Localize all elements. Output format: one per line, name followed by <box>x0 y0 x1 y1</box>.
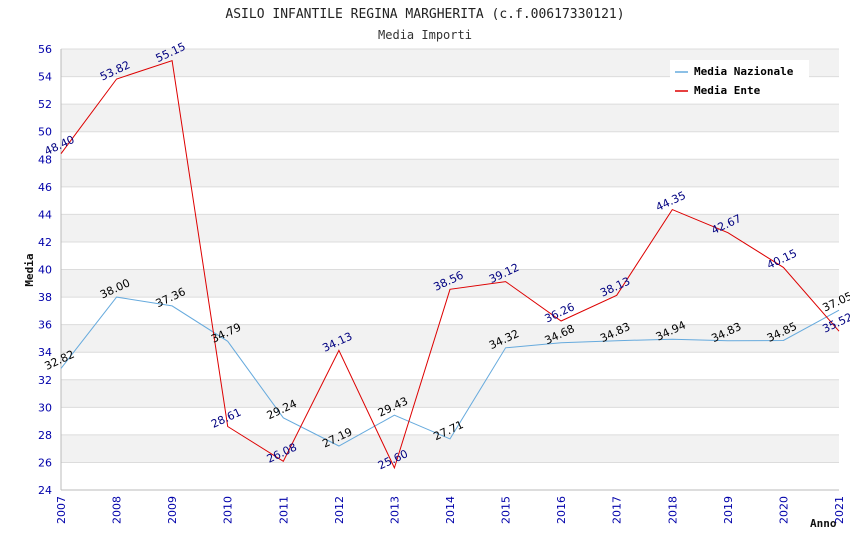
x-tick-label: 2010 <box>222 496 235 524</box>
y-tick-label: 38 <box>38 291 52 304</box>
x-tick-label: 2013 <box>388 496 401 524</box>
x-tick-label: 2008 <box>111 496 124 524</box>
y-tick-label: 50 <box>38 126 52 139</box>
x-tick-label: 2012 <box>333 496 346 524</box>
axes <box>60 49 839 491</box>
data-label: 44.35 <box>654 189 688 214</box>
y-tick-label: 30 <box>38 401 52 414</box>
grid-lines <box>61 48 839 491</box>
grid-band <box>61 104 839 132</box>
y-tick-label: 24 <box>38 484 52 497</box>
x-tick-label: 2019 <box>722 496 735 524</box>
y-tick-label: 42 <box>38 236 52 249</box>
y-tick-label: 54 <box>38 71 52 84</box>
x-tick-label: 2021 <box>833 496 846 524</box>
data-label: 28.61 <box>209 406 243 431</box>
grid-band <box>61 159 839 187</box>
legend-box <box>670 60 809 102</box>
y-tick-label: 56 <box>38 43 52 56</box>
y-axis-label: Media <box>23 253 36 286</box>
y-tick-label: 32 <box>38 374 52 387</box>
x-tick-label: 2011 <box>277 496 290 524</box>
grid-bands <box>61 49 839 463</box>
y-tick-label: 26 <box>38 456 52 469</box>
data-label: 36.26 <box>543 300 577 325</box>
grid-band <box>61 269 839 298</box>
chart-subtitle: Media Importi <box>378 28 472 42</box>
y-tick-label: 36 <box>38 319 52 332</box>
x-tick-label: 2020 <box>777 496 790 524</box>
x-tick-label: 2015 <box>500 496 513 524</box>
x-tick-label: 2014 <box>444 496 457 524</box>
grid-band <box>61 379 839 408</box>
grid-band <box>61 434 839 463</box>
y-tick-label: 44 <box>38 208 52 221</box>
x-tick-label: 2009 <box>166 496 179 524</box>
grid-band <box>61 214 839 242</box>
series-line-media-nazionale <box>60 296 840 447</box>
x-tick-label: 2016 <box>555 496 568 524</box>
legend-label-media-nazionale: Media Nazionale <box>694 65 794 78</box>
series-lines <box>60 60 840 470</box>
chart-title: ASILO INFANTILE REGINA MARGHERITA (c.f.0… <box>225 7 624 22</box>
data-label: 40.15 <box>765 247 799 272</box>
grid-band <box>61 324 839 353</box>
y-tick-label: 28 <box>38 429 52 442</box>
y-tick-labels: 24 26 28 30 32 34 36 38 40 42 44 46 48 50 52 54 56 <box>38 43 52 497</box>
x-tick-label: 2007 <box>55 496 68 524</box>
legend-label-media-ente: Media Ente <box>694 84 761 97</box>
x-tick-labels: 2007 2008 2009 2010 2011 2012 2013 2014 2015 2016… <box>55 496 846 524</box>
x-axis-label: Anno <box>810 517 837 530</box>
y-tick-label: 34 <box>38 346 52 359</box>
x-tick-label: 2018 <box>666 496 679 524</box>
legend: Media Nazionale Media Ente <box>670 60 809 102</box>
series-line-media-ente <box>60 60 840 470</box>
x-tick-label: 2017 <box>611 496 624 524</box>
y-tick-label: 40 <box>38 264 52 277</box>
y-tick-label: 46 <box>38 181 52 194</box>
y-tick-label: 48 <box>38 153 52 166</box>
y-tick-label: 52 <box>38 98 52 111</box>
